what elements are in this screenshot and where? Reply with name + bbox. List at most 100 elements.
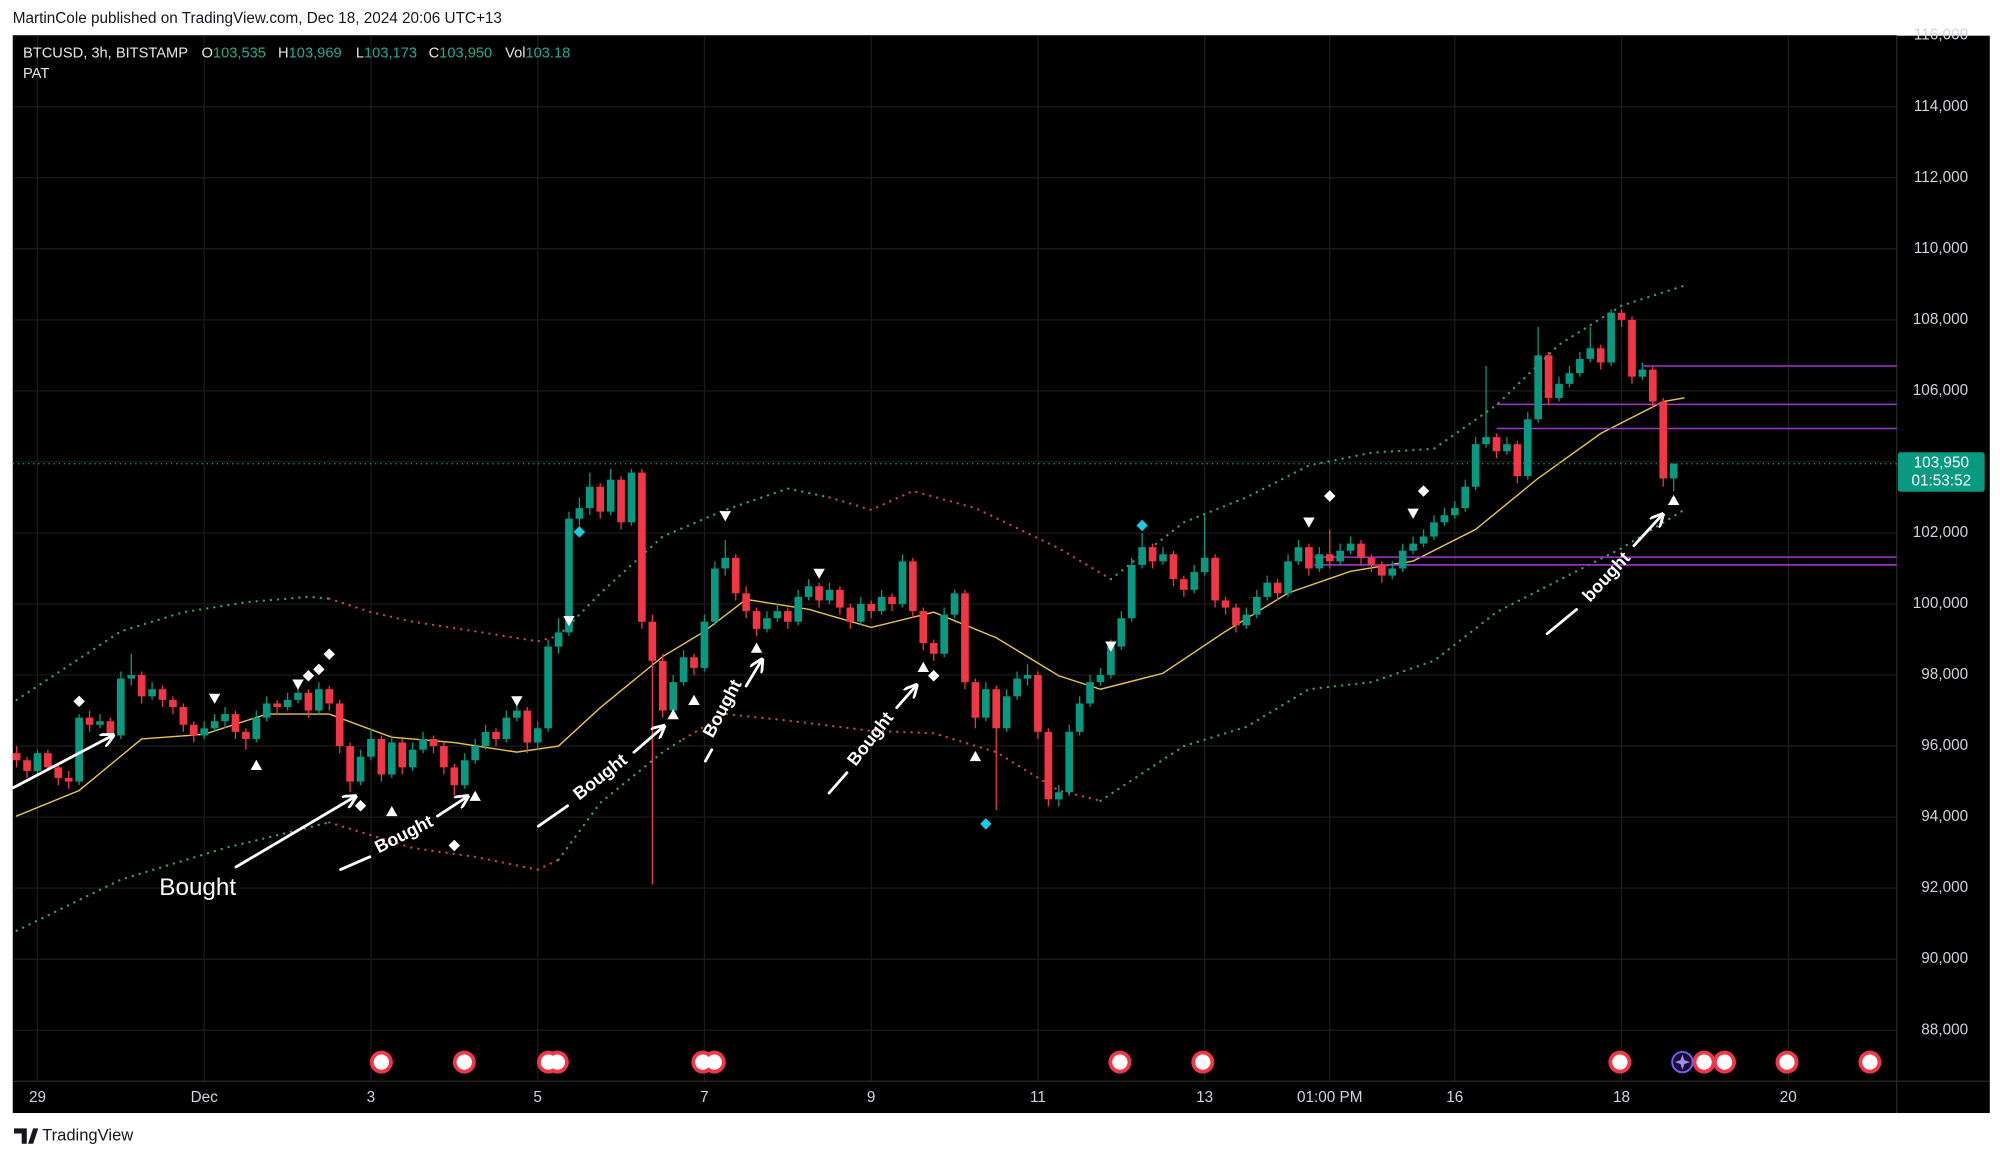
candle-body: [1263, 582, 1272, 597]
arrow: [536, 804, 570, 828]
candle-body: [1398, 550, 1407, 569]
x-tick-label: 13: [1196, 1089, 1213, 1106]
event-icons: [369, 1050, 1882, 1074]
signal-marker: [1105, 641, 1117, 652]
y-tick-label: 102,000: [1913, 524, 1968, 541]
price-tag-countdown: 01:53:52: [1912, 473, 1972, 490]
band-line: [1109, 284, 1686, 581]
candle-body: [450, 767, 459, 786]
candle-body: [231, 714, 240, 732]
y-tick-label: 90,000: [1921, 950, 1968, 967]
band-line: [328, 821, 560, 871]
footer-brand: TradingView: [42, 1125, 133, 1144]
candle-body: [1107, 646, 1115, 676]
candle-body: [1669, 463, 1678, 479]
band-line: [15, 821, 331, 932]
candle-body: [523, 710, 532, 743]
x-tick-label: 16: [1446, 1089, 1463, 1106]
x-tick-label: 18: [1613, 1089, 1630, 1106]
candle-body: [533, 728, 542, 743]
candle-body: [1388, 568, 1397, 576]
candle-body: [1221, 600, 1230, 608]
candle-body: [1148, 547, 1157, 562]
candle-body: [1127, 564, 1136, 619]
candle-body: [804, 586, 813, 597]
candle-body: [1367, 557, 1376, 565]
candle-body: [961, 593, 969, 683]
candle-body: [846, 607, 855, 622]
arrow: [895, 686, 916, 710]
candle-body: [929, 643, 938, 654]
signal-marker: [917, 661, 930, 672]
arrow: [632, 727, 663, 754]
y-tick-label: 100,000: [1913, 595, 1968, 612]
signal-marker: [969, 750, 982, 762]
x-tick-label: Dec: [191, 1089, 219, 1106]
candle-body: [54, 767, 63, 779]
signal-marker: [73, 695, 85, 708]
candle-body: [23, 760, 31, 771]
candle-body: [971, 682, 980, 718]
candle-body: [1002, 696, 1011, 729]
event-flag-inner: [373, 1054, 1878, 1070]
footer-logo: [14, 1128, 39, 1144]
candle-body: [1273, 582, 1282, 594]
y-tick-label: 108,000: [1913, 311, 1968, 328]
arrow: [703, 748, 714, 763]
candle-body: [335, 703, 344, 747]
candle-body: [471, 746, 479, 761]
x-tick-label: 9: [867, 1089, 876, 1106]
candle-body: [690, 657, 698, 668]
candle-body: [565, 518, 573, 633]
candle-body: [1096, 675, 1105, 683]
chart-bg: [12, 35, 1990, 1114]
candle-body: [669, 682, 678, 711]
indicator-name: PAT: [23, 66, 49, 82]
x-tick-label: 01:00 PM: [1297, 1089, 1362, 1106]
o-label: O: [202, 45, 213, 61]
candle-body: [460, 760, 469, 786]
y-tick-label: 96,000: [1921, 737, 1968, 754]
signal-marker: [750, 642, 763, 653]
candle-body: [158, 689, 167, 700]
candle-body: [700, 621, 709, 668]
candle-body: [96, 721, 104, 725]
arrow: [339, 855, 372, 871]
candle-body: [387, 742, 396, 775]
y-tick-label: 94,000: [1921, 808, 1968, 825]
signal-marker: [927, 670, 940, 682]
candle-body: [1294, 547, 1303, 562]
candle-body: [1138, 547, 1146, 565]
candle-body: [1461, 486, 1470, 509]
candle-body: [33, 753, 42, 771]
y-tick-label: 92,000: [1921, 879, 1968, 896]
candle-body: [1409, 543, 1417, 551]
x-tick-label: 5: [533, 1089, 542, 1106]
candle-body: [763, 618, 771, 629]
y-tick-label: 98,000: [1921, 666, 1968, 683]
candle-body: [679, 657, 688, 683]
signal-marker: [292, 679, 304, 690]
candle-body: [877, 596, 886, 612]
signal-marker: [980, 818, 992, 830]
signal-marker: [813, 568, 825, 579]
signal-marker: [250, 759, 263, 771]
candle-body: [554, 632, 563, 647]
signal-marker: [323, 648, 336, 660]
signal-marker: [1667, 494, 1680, 506]
candle-body: [492, 731, 500, 739]
candle-body: [294, 692, 302, 700]
candle-body: [1054, 792, 1063, 800]
signal-marker: [1417, 485, 1430, 497]
signal-marker: [719, 511, 732, 522]
candle-body: [919, 611, 928, 644]
signal-marker: [208, 693, 221, 704]
candle-body: [1159, 554, 1167, 562]
candle-body: [1544, 355, 1553, 398]
candle-body: [711, 568, 719, 622]
candle-body: [794, 596, 803, 622]
candle-body: [1086, 682, 1094, 704]
x-tick-label: 3: [367, 1089, 376, 1106]
candle-body: [513, 710, 521, 718]
arrow: [1545, 608, 1578, 636]
